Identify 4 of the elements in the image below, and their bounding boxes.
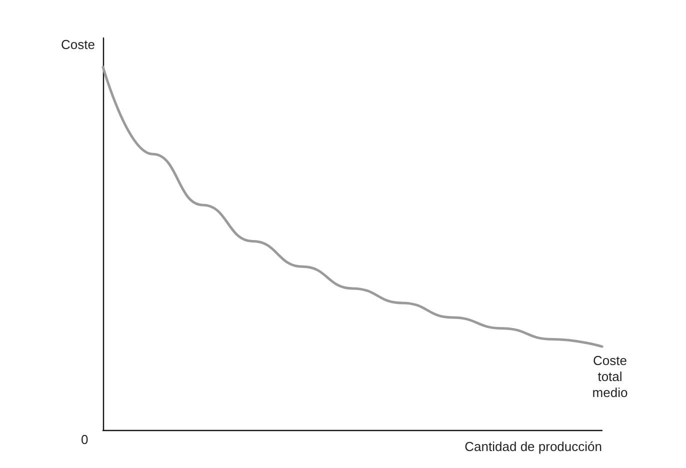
x-axis-title: Cantidad de producción [464,439,602,454]
text: 0 [81,432,88,447]
series-label: Coste total medio [592,353,628,400]
y-axis-title: Coste [61,37,95,52]
